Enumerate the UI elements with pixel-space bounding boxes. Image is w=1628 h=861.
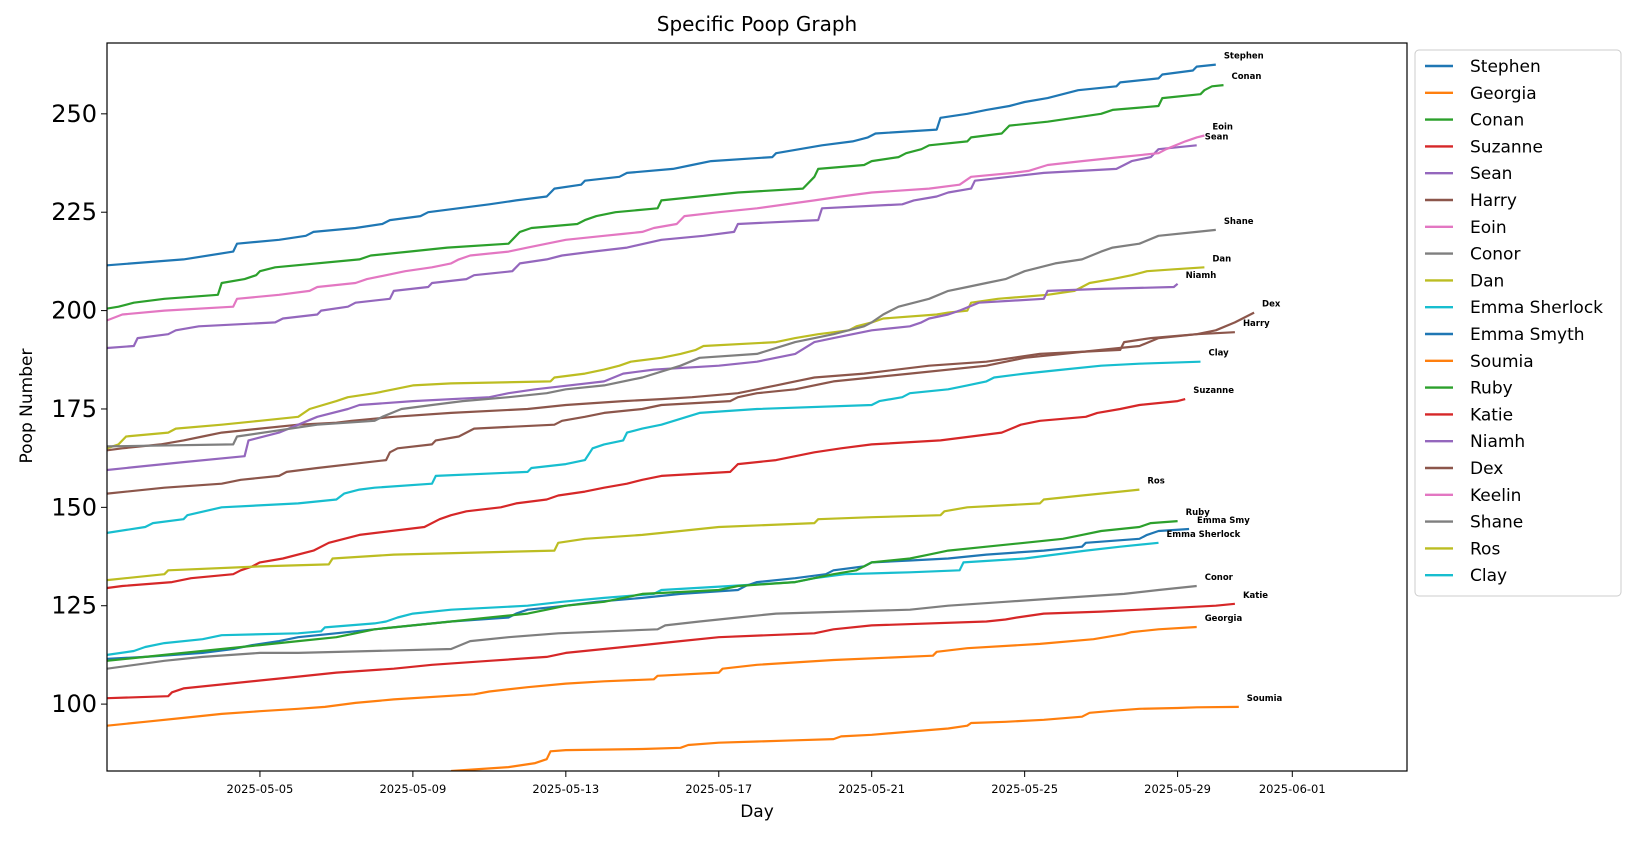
series-line-18 [107, 488, 1140, 582]
series-end-label-7: Conor [1205, 573, 1234, 583]
y-axis-ticks: 100 125 150 175 200 225 250 [51, 100, 107, 718]
series-line-8 [107, 266, 1205, 450]
chart-title: Specific Poop Graph [657, 12, 857, 36]
legend-entry-8: Dan [1470, 271, 1504, 291]
x-tick-label-7: 2025-06-01 [1259, 782, 1326, 796]
legend-entry-2: Conan [1470, 111, 1524, 131]
legend-entry-13: Katie [1470, 405, 1513, 425]
series-end-label-11: Soumia [1247, 694, 1283, 704]
plot-area-frame [106, 42, 1408, 772]
x-tick-label-4: 2025-05-21 [838, 782, 905, 796]
series-end-label-10: Emma Smy [1197, 516, 1250, 526]
legend-entry-18: Ros [1470, 539, 1500, 559]
series-end-label-8: Dan [1212, 254, 1231, 264]
y-tick-label-5: 225 [51, 198, 97, 226]
series-line-19 [107, 360, 1201, 534]
series-line-12 [107, 520, 1178, 662]
y-tick-label-3: 175 [51, 395, 97, 423]
series-line-7 [107, 584, 1197, 670]
legend-entry-17: Shane [1470, 513, 1523, 533]
series-end-label-14: Niamh [1186, 271, 1217, 281]
y-tick-label-2: 150 [51, 493, 97, 521]
series-end-label-15: Dex [1262, 300, 1281, 310]
x-tick-label-0: 2025-05-05 [227, 782, 294, 796]
series-line-4 [107, 144, 1197, 350]
series-line-17 [107, 228, 1216, 448]
legend-entry-11: Soumia [1470, 352, 1534, 372]
y-tick-label-4: 200 [51, 297, 97, 325]
legend-entry-16: Keelin [1470, 486, 1521, 506]
legend-entry-9: Emma Sherlock [1470, 298, 1603, 318]
series-line-5 [107, 331, 1235, 452]
legend-entry-12: Ruby [1470, 379, 1513, 399]
legend-entry-19: Clay [1470, 566, 1507, 586]
series-end-label-2: Conan [1231, 72, 1261, 82]
y-tick-label-6: 250 [51, 100, 97, 128]
series-end-label-19: Clay [1209, 349, 1230, 359]
legend-entry-15: Dex [1470, 459, 1503, 479]
x-tick-label-5: 2025-05-25 [991, 782, 1058, 796]
series-end-labels: Stephen Georgia Conan Suzanne Sean Harry Eoin C… [1147, 52, 1282, 704]
series-line-2 [107, 84, 1224, 310]
x-axis-ticks: 2025-05-05 2025-05-09 2025-05-13 2025-05-17… [227, 771, 1326, 796]
legend-entry-7: Conor [1470, 245, 1520, 265]
series-end-label-13: Katie [1243, 591, 1268, 601]
series-line-15 [107, 311, 1255, 495]
y-tick-label-0: 100 [51, 690, 97, 718]
series-line-0 [107, 63, 1216, 267]
legend-entry-0: Stephen [1470, 57, 1541, 77]
series-end-label-4: Sean [1205, 132, 1229, 142]
legend-entry-3: Suzanne [1470, 137, 1543, 157]
series-line-10 [107, 527, 1190, 660]
series-end-label-3: Suzanne [1193, 386, 1234, 396]
x-tick-label-2: 2025-05-13 [532, 782, 599, 796]
series-line-13 [107, 602, 1236, 700]
x-axis-label: Day [740, 802, 774, 822]
x-tick-label-3: 2025-05-17 [685, 782, 752, 796]
legend-entry-6: Eoin [1470, 218, 1507, 238]
series-end-label-12: Ruby [1186, 508, 1211, 518]
series-line-1 [107, 625, 1197, 727]
series-end-label-5: Harry [1243, 319, 1270, 329]
legend-entry-5: Harry [1470, 191, 1517, 211]
series-end-label-9: Emma Sherlock [1166, 530, 1240, 540]
series-end-label-0: Stephen [1224, 52, 1264, 62]
legend-entry-10: Emma Smyth [1470, 325, 1585, 345]
series-line-3 [107, 398, 1186, 590]
x-tick-label-6: 2025-05-29 [1144, 782, 1211, 796]
legend: Stephen Georgia Conan Suzanne Sean Harry Eoin C… [1414, 49, 1622, 597]
series-end-label-17: Shane [1224, 217, 1254, 227]
series-end-label-6: Eoin [1212, 122, 1233, 132]
series-line-11 [451, 705, 1239, 771]
x-tick-label-1: 2025-05-09 [379, 782, 446, 796]
series-line-6 [107, 134, 1205, 322]
legend-entry-1: Georgia [1470, 84, 1537, 104]
y-axis-label: Poop Number [17, 349, 37, 464]
series-end-label-1: Georgia [1205, 614, 1243, 624]
legend-box [1414, 49, 1622, 597]
y-tick-label-1: 125 [51, 592, 97, 620]
series-end-label-18: Ros [1147, 477, 1164, 487]
series-line-9 [107, 541, 1159, 656]
legend-entry-4: Sean [1470, 164, 1512, 184]
legend-entry-14: Niamh [1470, 432, 1525, 452]
series-lines [107, 63, 1255, 771]
